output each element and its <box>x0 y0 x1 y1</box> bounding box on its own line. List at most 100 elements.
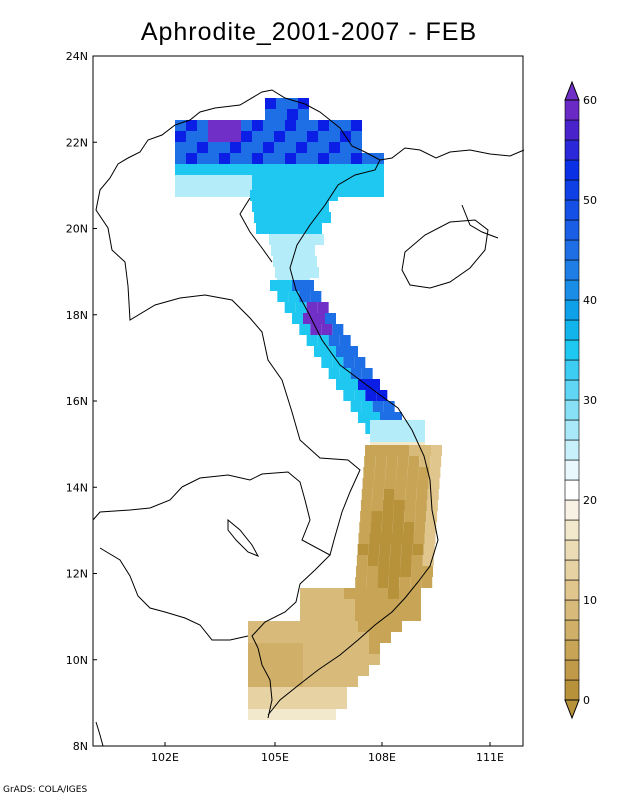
precip-cell <box>307 153 318 164</box>
precip-cell <box>389 555 401 566</box>
precip-cell <box>367 555 379 566</box>
precip-cell <box>410 599 421 610</box>
precip-cell <box>431 445 442 456</box>
precip-cell <box>310 324 322 335</box>
precip-cell <box>322 599 333 610</box>
colorbar-segment <box>564 139 580 161</box>
precip-cell <box>317 302 329 313</box>
precip-cell <box>393 500 405 511</box>
precip-cell <box>377 588 388 599</box>
precip-cell <box>175 153 186 164</box>
precip-cell <box>354 390 366 401</box>
precip-cell <box>248 654 259 665</box>
precip-cell <box>356 566 368 577</box>
precip-cell <box>391 533 403 544</box>
colorbar-segment <box>564 159 580 181</box>
precip-cell <box>362 153 373 164</box>
map-axes: 8N 10N 12N 14N 16N 18N 20N 22N 24N 102E 105E 108E 11… <box>66 50 504 764</box>
precip-cell <box>307 142 318 153</box>
precip-cell <box>420 445 431 456</box>
precip-cell <box>325 632 336 643</box>
precip-cell <box>361 489 373 500</box>
precip-cell <box>336 346 347 357</box>
colorbar-segment <box>564 259 580 281</box>
precip-cell <box>400 566 412 577</box>
precip-cell <box>284 256 295 267</box>
precip-cell <box>292 643 303 654</box>
colorbar-segment <box>564 319 580 341</box>
precip-cell <box>285 120 296 131</box>
precip-cell <box>305 190 316 201</box>
precip-cell <box>415 511 427 522</box>
precip-cell <box>405 489 417 500</box>
precip-cell <box>285 164 296 175</box>
colorbar-segment <box>564 279 580 301</box>
precip-cell <box>282 245 293 256</box>
colorbar-segment <box>564 219 580 241</box>
colorbar-label: 10 <box>583 594 597 607</box>
colorbar-label: 40 <box>583 294 597 307</box>
precip-cell <box>281 643 292 654</box>
precip-cell <box>414 522 426 533</box>
precip-cell <box>388 610 399 621</box>
precip-cell <box>355 599 366 610</box>
precip-cell <box>343 357 355 368</box>
precip-cell <box>409 445 420 456</box>
precip-cell <box>314 676 325 687</box>
precip-cell <box>241 186 252 197</box>
precip-cell <box>296 120 307 131</box>
precip-cell <box>424 533 436 544</box>
precip-cell <box>274 201 285 212</box>
colorbar-segment <box>564 679 580 701</box>
precip-cell <box>408 456 420 467</box>
precip-cell <box>175 164 186 175</box>
precip-cell <box>384 478 396 489</box>
precip-cell <box>336 676 347 687</box>
precip-cell <box>219 142 230 153</box>
precip-cell <box>379 544 391 555</box>
precip-cell <box>261 190 272 201</box>
precip-cell <box>310 291 322 302</box>
precip-cell <box>256 223 267 234</box>
precip-cell <box>386 456 398 467</box>
precip-cell <box>344 588 355 599</box>
precip-cell <box>419 456 431 467</box>
precip-cell <box>248 698 259 709</box>
precip-cell <box>270 665 281 676</box>
precip-cell <box>300 599 311 610</box>
precip-cell <box>373 175 384 186</box>
precip-cell <box>399 588 410 599</box>
precip-cell <box>318 153 329 164</box>
colorbar-segment <box>564 619 580 641</box>
colorbar-segment <box>564 479 580 501</box>
lat-tick-label: 20N <box>66 223 88 236</box>
precip-cell <box>303 643 314 654</box>
precip-cell <box>299 324 311 335</box>
precip-field <box>175 98 442 720</box>
precip-cell <box>320 212 331 223</box>
precip-cell <box>260 245 271 256</box>
precip-cell <box>378 566 390 577</box>
colorbar-segment <box>564 239 580 261</box>
precip-cell <box>413 533 425 544</box>
precip-cell <box>370 522 382 533</box>
precip-cell <box>303 313 314 324</box>
precip-cell <box>248 687 259 698</box>
precip-cell <box>287 98 298 109</box>
precip-cell <box>248 665 259 676</box>
precip-cell <box>407 467 419 478</box>
precip-cell <box>350 368 362 379</box>
precip-cell <box>259 632 270 643</box>
precip-cell <box>283 190 294 201</box>
precip-cell <box>292 709 303 720</box>
colorbar-segment <box>564 639 580 661</box>
precip-cell <box>393 511 405 522</box>
precip-cell <box>340 142 351 153</box>
precip-cell <box>329 153 340 164</box>
colorbar-segment <box>564 659 580 681</box>
precip-cell <box>252 153 263 164</box>
precip-cell <box>380 412 391 423</box>
precip-cell <box>366 599 377 610</box>
precip-cell <box>355 577 367 588</box>
precip-cell <box>186 175 197 186</box>
